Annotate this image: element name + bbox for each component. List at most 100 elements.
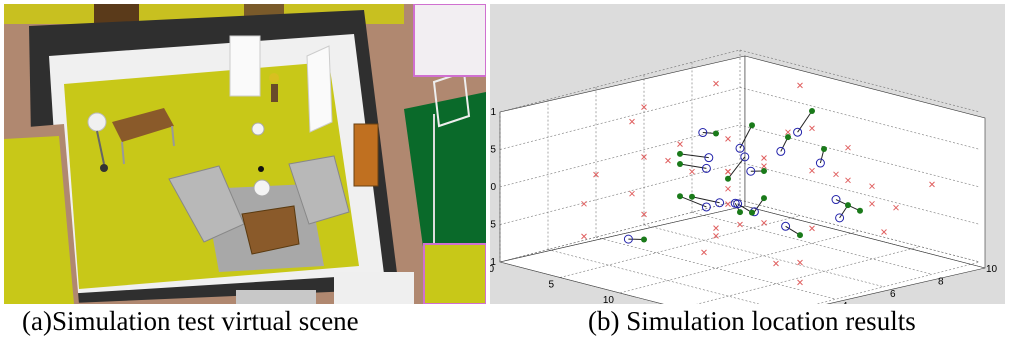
actual-location-point bbox=[835, 213, 845, 223]
estimated-location-point bbox=[713, 130, 719, 137]
soccer-field bbox=[404, 92, 486, 254]
reference-point bbox=[689, 168, 695, 175]
reference-point bbox=[797, 82, 803, 89]
actual-location-point bbox=[781, 221, 791, 231]
lamp-base bbox=[100, 164, 108, 172]
reference-point bbox=[629, 118, 635, 125]
grid-line-z bbox=[499, 87, 741, 150]
reference-point bbox=[641, 104, 647, 110]
reference-point bbox=[725, 168, 731, 175]
tick-labels: 051015200246810-1-0.500.51 bbox=[490, 107, 998, 304]
actual-location-point bbox=[698, 128, 708, 138]
reference-point bbox=[869, 200, 875, 207]
actual-location-point bbox=[815, 158, 825, 168]
grid-line-x bbox=[559, 215, 801, 278]
reference-point bbox=[845, 144, 851, 151]
reference-point bbox=[809, 225, 815, 232]
grid-lines bbox=[499, 49, 981, 304]
actual-location-point bbox=[715, 198, 725, 208]
estimated-location-point bbox=[821, 146, 827, 152]
actual-location-point bbox=[704, 153, 714, 163]
reference-point bbox=[761, 155, 767, 161]
reference-point bbox=[677, 141, 683, 147]
painting bbox=[353, 123, 379, 187]
grid-line-x bbox=[619, 230, 861, 294]
grid-line-z bbox=[739, 124, 981, 188]
reference-point bbox=[797, 279, 803, 286]
estimated-location-point bbox=[761, 195, 767, 202]
reference-point bbox=[809, 125, 815, 132]
error-link bbox=[679, 153, 709, 159]
table-leg bbox=[121, 141, 125, 165]
armchair-right bbox=[288, 155, 350, 225]
lamp-top bbox=[258, 166, 264, 172]
reference-point bbox=[809, 167, 815, 174]
reference-point bbox=[581, 200, 587, 207]
reference-point bbox=[593, 171, 599, 178]
estimated-location-point bbox=[677, 161, 683, 167]
adjacent-room bbox=[334, 272, 414, 304]
reference-point bbox=[845, 177, 851, 184]
error-link bbox=[727, 156, 746, 180]
reference-point bbox=[725, 136, 731, 142]
coffee-table bbox=[241, 205, 300, 255]
reference-point bbox=[641, 211, 647, 218]
estimated-location-point bbox=[785, 134, 791, 141]
actual-location-point bbox=[735, 143, 745, 153]
grid-line-z bbox=[499, 162, 741, 225]
door bbox=[306, 45, 333, 133]
actual-location-point bbox=[793, 127, 803, 137]
estimated-location-point bbox=[857, 207, 863, 214]
door bbox=[229, 35, 261, 97]
lamp-stand bbox=[96, 130, 105, 165]
estimated-location-point bbox=[797, 232, 803, 239]
reference-point bbox=[713, 225, 719, 231]
grid-line-y bbox=[547, 249, 760, 304]
x-tick-label: 0 bbox=[490, 264, 494, 275]
reference-point bbox=[725, 185, 731, 192]
scatter-3d-plot: 051015200246810-1-0.500.51 bbox=[490, 49, 998, 304]
reference-point bbox=[713, 233, 719, 239]
caption-b: (b) Simulation location results bbox=[588, 306, 916, 336]
reference-point bbox=[713, 80, 719, 87]
grid-line-z bbox=[739, 49, 981, 113]
reference-point bbox=[701, 249, 707, 256]
actual-location-point bbox=[701, 202, 711, 212]
side-table bbox=[112, 108, 174, 142]
estimated-location-point bbox=[749, 209, 755, 216]
reference-point bbox=[881, 229, 887, 235]
reference-point bbox=[929, 181, 935, 188]
reference-point bbox=[833, 171, 839, 178]
z-tick-label: 0.5 bbox=[490, 145, 496, 156]
estimated-location-point bbox=[761, 168, 767, 174]
location-results-chart: 051015200246810-1-0.500.51 bbox=[490, 4, 1005, 304]
inset-view bbox=[423, 243, 486, 304]
data-points bbox=[581, 80, 935, 286]
estimated-location-point bbox=[725, 175, 731, 182]
lamp bbox=[253, 179, 271, 197]
reference-point bbox=[785, 129, 791, 136]
grid-line-y bbox=[691, 212, 933, 275]
z-tick-label: -0.5 bbox=[490, 220, 496, 231]
caption-a: (a)Simulation test virtual scene bbox=[22, 306, 359, 336]
y-tick-label: 8 bbox=[938, 276, 944, 287]
reference-point bbox=[869, 183, 875, 190]
reference-point bbox=[629, 190, 635, 197]
reference-point bbox=[665, 157, 671, 164]
estimated-location-point bbox=[641, 236, 647, 243]
reference-point bbox=[761, 220, 767, 226]
estimated-location-point bbox=[677, 150, 683, 157]
actual-location-point bbox=[746, 166, 756, 176]
grid-line-z bbox=[499, 49, 741, 113]
error-link bbox=[679, 195, 707, 208]
grid-line-z bbox=[739, 87, 981, 150]
x-tick-label: 5 bbox=[548, 280, 554, 291]
grid-line-z bbox=[499, 199, 741, 263]
lamp bbox=[87, 112, 107, 132]
grid-line-y bbox=[595, 236, 837, 300]
estimated-location-point bbox=[677, 193, 683, 200]
actual-location-point bbox=[623, 234, 633, 244]
flowers bbox=[269, 73, 279, 83]
x-tick-label: 10 bbox=[603, 295, 615, 304]
actual-location-point bbox=[776, 146, 786, 156]
